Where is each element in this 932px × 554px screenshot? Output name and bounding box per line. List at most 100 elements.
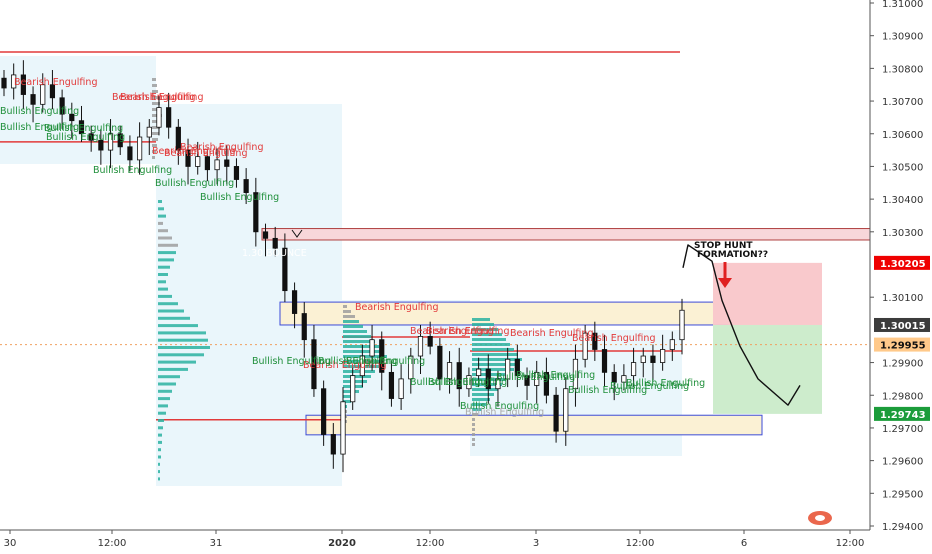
volume-profile-a-bar <box>158 294 172 298</box>
volume-profile-c-bar <box>472 343 510 346</box>
volume-profile-b-bar <box>343 400 351 403</box>
time-tick-label: 12:00 <box>98 538 127 549</box>
candle <box>166 107 172 128</box>
candle <box>59 97 65 115</box>
candle <box>282 247 288 292</box>
supply-zone <box>261 228 871 241</box>
volume-profile-c-bar <box>472 438 475 441</box>
volume-profile-b-bar <box>343 395 355 398</box>
candle <box>495 378 501 390</box>
volume-profile-a-bar <box>158 200 162 203</box>
bullish-engulfing-label: Bullish Engulfing <box>252 356 331 367</box>
volume-profile-a-bar <box>158 367 188 371</box>
bullish-engulfing-label: Bullish Engulfing <box>516 370 595 381</box>
candle <box>185 149 191 167</box>
candle <box>427 336 433 347</box>
brand-logo-icon <box>815 515 825 521</box>
bearish-engulfing-label: Bearish Engulfing <box>510 328 593 339</box>
volume-profile-a-bar <box>158 346 210 349</box>
candle <box>233 166 240 180</box>
candle <box>359 355 365 377</box>
volume-profile-d-bar <box>152 132 159 135</box>
candle <box>127 146 133 161</box>
bullish-engulfing-label: Bullish Engulfing <box>0 106 79 117</box>
candle <box>456 362 462 390</box>
price-label-box <box>874 337 930 352</box>
price-tick-label: 1.29900 <box>882 359 923 370</box>
candle <box>330 434 336 455</box>
bearish-engulfing-label: Bearish Engulfing <box>426 326 509 337</box>
candle <box>88 133 94 141</box>
volume-profile-a-bar <box>158 419 164 422</box>
volume-profile-d-bar <box>152 138 158 141</box>
candle <box>1 77 7 89</box>
candle <box>204 156 210 171</box>
volume-profile-a-bar <box>158 455 161 459</box>
volume-profile-b-bar <box>343 330 367 333</box>
volume-profile-a-bar <box>158 324 198 328</box>
price-tick-label: 1.29800 <box>882 391 923 402</box>
volume-profile-a-bar <box>158 426 163 430</box>
candle <box>321 388 327 435</box>
volume-profile-d-bar <box>152 126 160 129</box>
bullish-engulfing-label: Bullish Engulfing <box>93 165 172 176</box>
bearish-engulfing-label: Bearish Engulfing <box>180 142 263 153</box>
volume-profile-a-bar <box>158 251 176 255</box>
volume-profile-a-bar <box>158 331 206 335</box>
candle <box>195 156 201 167</box>
volume-profile-d-bar <box>152 96 159 99</box>
candle <box>388 371 395 399</box>
time-tick-label: 6 <box>741 538 747 549</box>
volume-profile-b-bar <box>343 320 359 323</box>
candle <box>156 107 162 128</box>
volume-profile-a-bar <box>158 389 172 393</box>
candle <box>20 74 26 95</box>
price-tick-label: 1.29700 <box>882 424 923 435</box>
volume-profile-d-bar <box>152 78 156 81</box>
price-label-text: 1.30015 <box>880 321 926 332</box>
bullish-engulfing-label: Bullish Engulfing <box>200 192 279 203</box>
candle <box>660 349 666 363</box>
volume-profile-a-bar <box>158 440 162 444</box>
candle <box>563 388 569 432</box>
volume-profile-d-bar <box>152 156 155 159</box>
bearish-engulfing-label: Bearish Engulfing <box>303 360 386 371</box>
volume-profile-a-bar <box>158 221 163 225</box>
price-label-box <box>874 317 930 332</box>
bullish-engulfing-label: Bullish Engulfing <box>346 356 425 367</box>
candle <box>408 355 414 380</box>
volume-profile-c-bar <box>472 368 514 371</box>
volume-profile-c-bar <box>472 398 490 401</box>
time-tick-label: 12:00 <box>626 538 655 549</box>
candle <box>630 362 637 377</box>
stop-hunt-label: FORMATION?? <box>697 250 768 260</box>
candle <box>40 84 46 105</box>
bearish-engulfing-label: Bearish Engulfing <box>120 92 203 103</box>
candle <box>30 94 36 105</box>
volume-profile-b-bar <box>343 305 347 308</box>
candle <box>69 113 75 122</box>
volume-profile-c-bar <box>472 358 522 361</box>
price-axis-bg <box>870 0 932 550</box>
candle <box>417 336 424 357</box>
price-tick-label: 1.30100 <box>882 293 923 304</box>
candle <box>214 159 220 171</box>
volume-profile-a-bar <box>158 229 168 233</box>
candle <box>398 378 404 399</box>
price-tick-label: 1.30300 <box>882 228 923 239</box>
candle <box>262 231 269 239</box>
candle <box>543 371 550 396</box>
candle <box>311 339 317 390</box>
lower-range-zone <box>305 414 763 436</box>
candle <box>505 358 511 380</box>
bearish-engulfing-label: Bearish Engulfing <box>14 77 97 88</box>
volume-profile-d-bar <box>152 150 156 153</box>
time-tick-label: 12:00 <box>836 538 865 549</box>
volume-profile-b-bar <box>343 370 375 373</box>
price-tick-label: 1.30900 <box>882 32 923 43</box>
stop-hunt-label: STOP HUNT <box>694 241 753 251</box>
volume-profile-a-bar <box>158 243 178 247</box>
volume-profile-c-bar <box>472 433 475 436</box>
